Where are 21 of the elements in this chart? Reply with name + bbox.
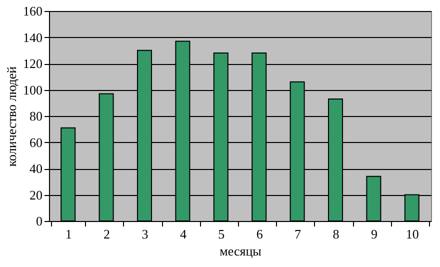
y-tick-label: 140 — [23, 30, 42, 45]
y-axis-title: количество людей — [4, 66, 19, 167]
y-tick-label: 40 — [30, 161, 42, 176]
y-tick-label: 100 — [23, 82, 42, 98]
x-tick-label: 10 — [406, 226, 419, 242]
y-tick-label: 20 — [30, 187, 42, 202]
x-tick-label: 1 — [65, 226, 72, 242]
x-axis-title: месяцы — [220, 244, 262, 258]
y-tick-label: 60 — [30, 134, 42, 150]
y-tick-label: 160 — [23, 4, 42, 18]
y-tick-label: 80 — [30, 108, 42, 124]
y-tick-label: 120 — [23, 56, 42, 71]
x-tick-label: 7 — [294, 226, 302, 242]
x-tick-label: 8 — [332, 226, 340, 242]
x-tick-label: 6 — [256, 226, 264, 242]
x-tick-label: 5 — [218, 226, 225, 242]
x-tick-label: 2 — [104, 226, 110, 242]
x-tick-label: 3 — [142, 226, 148, 242]
x-tick-label: 4 — [180, 226, 187, 242]
x-tick-label: 9 — [370, 226, 378, 242]
y-tick-label: 0 — [36, 214, 42, 228]
